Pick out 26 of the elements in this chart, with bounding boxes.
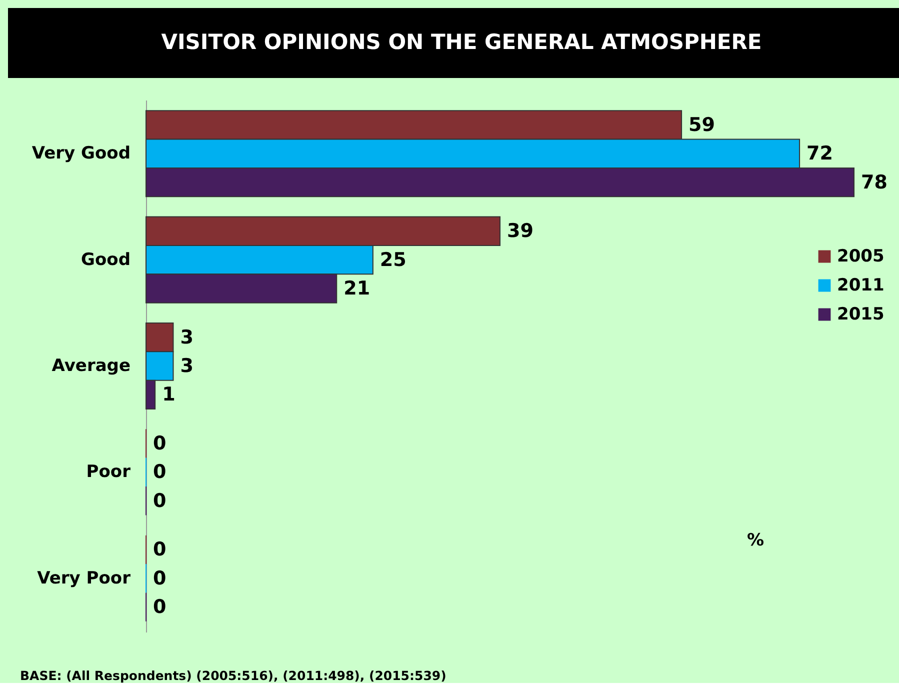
data-label: 1: [162, 384, 176, 406]
data-label: 0: [153, 461, 166, 484]
data-label: 0: [153, 596, 166, 618]
data-label: 3: [180, 355, 194, 377]
data-label: 0: [153, 432, 166, 455]
y-tick-label: Good: [81, 250, 130, 270]
legend-label: 2015: [837, 304, 884, 324]
data-label: 0: [153, 567, 166, 590]
data-label: 3: [180, 326, 194, 348]
y-tick-label: Poor: [86, 462, 132, 482]
data-label: 0: [153, 490, 166, 512]
chart-title: VISITOR OPINIONS ON THE GENERAL ATMOSPHERE: [161, 30, 762, 54]
legend-label: 2005: [837, 246, 884, 266]
data-label: 21: [344, 277, 370, 300]
y-tick-label: Average: [52, 356, 130, 376]
y-tick-label: Very Good: [32, 144, 130, 164]
data-label: 78: [861, 171, 888, 194]
x-axis-title: %: [746, 530, 764, 550]
data-label: 39: [507, 220, 534, 242]
legend-label: 2011: [837, 276, 884, 296]
data-label: 0: [153, 538, 166, 561]
data-label: 25: [380, 248, 406, 271]
data-label: 59: [688, 114, 715, 136]
y-tick-label: Very Poor: [37, 568, 132, 588]
text: BASE: (All Respondents) (2005:516), (2011:498), (2015:539): [20, 668, 446, 683]
data-label: 72: [806, 142, 833, 165]
